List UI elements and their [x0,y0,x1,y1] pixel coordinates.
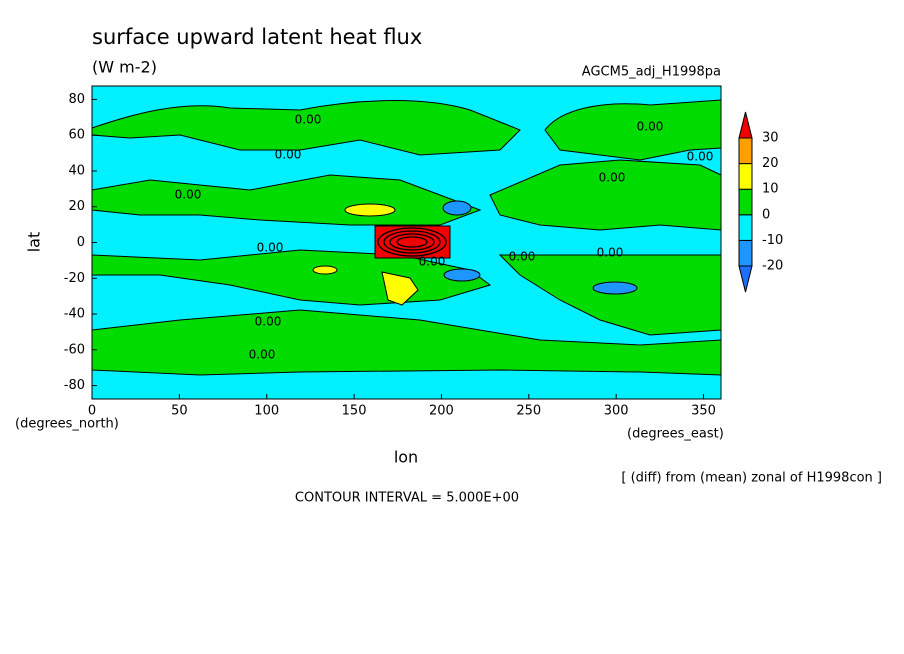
colorbar-low [738,265,753,293]
footnote: [ (diff) from (mean) zonal of H1998con ] [621,471,882,486]
region [498,254,722,336]
region [91,100,521,156]
y-unit: (degrees_north) [15,417,119,432]
y-tick-label: 0 [77,235,85,250]
colorbar-label: 30 [762,131,779,146]
y-tick-label: -80 [64,378,85,393]
contour-labels: 0.00 0.00 0.00 0.00 0.00 0.00 0.00 0.00 0.00 0.00… [175,113,714,362]
x-tick-label: 200 [429,404,454,419]
y-axis-label: lat [25,232,44,253]
colorbar-bin [738,188,753,216]
contour-label: 0.00 [175,188,202,202]
region [443,268,481,282]
region [344,203,396,217]
subtitle: (W m-2) [92,58,157,77]
colorbar-bin [738,137,753,165]
contour-label: 0.00 [597,246,624,260]
contour-label: 0.00 [255,315,282,329]
dense-contours [377,227,447,257]
chart-title: surface upward latent heat flux [92,25,422,49]
x-tick-label: 100 [254,404,279,419]
x-unit: (degrees_east) [627,427,724,442]
region [312,265,338,275]
y-tick-label: 80 [68,92,85,107]
region [544,99,722,161]
annotation: AGCM5_adj_H1998pa [582,65,721,80]
x-tick-label: 0 [88,404,96,419]
region [592,281,638,295]
map-field [91,99,722,376]
colorbar-high [738,111,753,139]
x-tick-label: 350 [691,404,716,419]
y-tick-label: 40 [68,163,85,178]
contour-label: 0.00 [257,241,284,255]
y-tick-label: -60 [64,342,85,357]
colorbar-label: 0 [762,207,770,222]
contour-label: 0.00 [275,148,302,162]
contour-label: 0.00 [509,250,536,264]
contour-label: 0.00 [637,120,664,134]
x-axis-label: lon [394,448,418,467]
colorbar-bin [738,163,753,190]
contour-label: 0.00 [249,348,276,362]
contour-label: 0.00 [295,113,322,127]
contour-label: 0.00 [687,150,714,164]
y-tick-label: -20 [64,271,85,286]
x-tick-label: 300 [604,404,629,419]
x-tick-label: 150 [342,404,367,419]
x-tick-label: 50 [171,404,188,419]
colorbar-bin [738,214,753,241]
y-tick-label: 20 [68,199,85,214]
contour-interval: CONTOUR INTERVAL = 5.000E+00 [295,491,519,506]
contour-label: 0.00 [599,171,626,185]
colorbar-label: 20 [762,156,779,171]
colorbar-bin [738,239,753,267]
y-tick-label: -40 [64,307,85,322]
x-tick-label: 250 [516,404,541,419]
y-tick-label: 60 [68,128,85,143]
colorbar-label: -10 [762,233,783,248]
colorbar-label: 10 [762,182,779,197]
region [381,271,419,306]
colorbar-label: -20 [762,259,783,274]
contour-label: 0.00 [419,255,446,269]
region [442,200,472,216]
